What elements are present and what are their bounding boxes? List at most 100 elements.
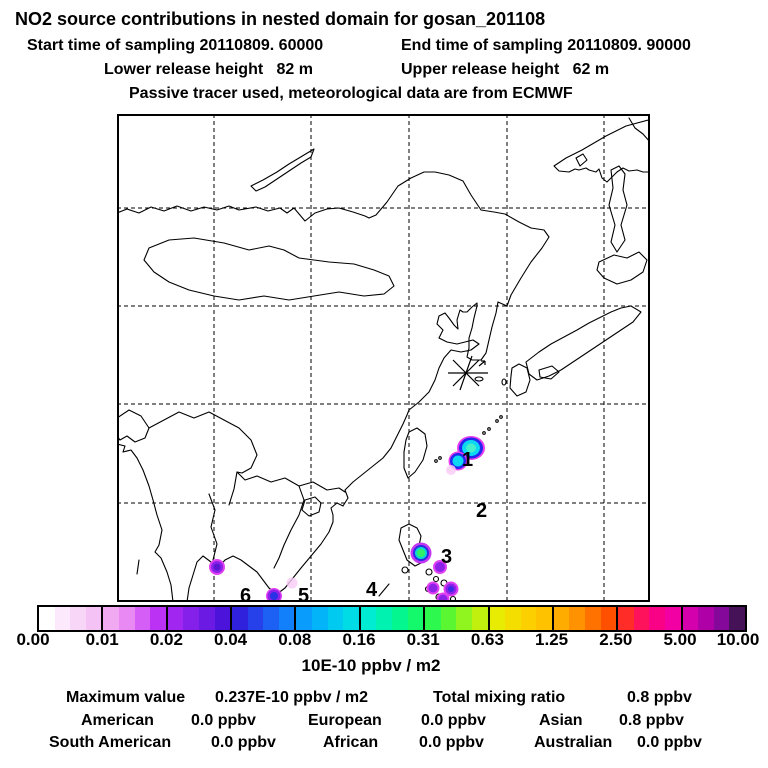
asian-value: 0.8 ppbv xyxy=(619,712,684,729)
colorbar-cell xyxy=(600,607,617,630)
south-american-label: South American xyxy=(49,734,172,751)
total-ratio-label: Total mixing ratio xyxy=(433,689,566,706)
region-label-3: 3 xyxy=(441,546,452,568)
colorbar-segment-9 xyxy=(618,607,683,630)
colorbar-cell xyxy=(343,607,359,630)
colorbar-cell xyxy=(585,607,601,630)
max-value-label: Maximum value xyxy=(66,689,186,706)
colorbar-cell xyxy=(536,607,552,630)
american-value: 0.0 ppbv xyxy=(191,712,256,729)
colorbar-tick-0.16: 0.16 xyxy=(342,630,376,649)
colorbar-cell xyxy=(70,607,86,630)
colorbar-cell xyxy=(183,607,199,630)
region-label-1: 1 xyxy=(462,449,473,471)
colorbar-cell xyxy=(54,607,71,630)
colorbar-segment-0 xyxy=(39,607,104,630)
map-frame xyxy=(117,114,650,602)
colorbar-cell xyxy=(198,607,215,630)
colorbar-cell xyxy=(407,607,424,630)
colorbar-segment-2 xyxy=(167,607,233,630)
colorbar-cell xyxy=(698,607,714,630)
colorbar-tick-0.04: 0.04 xyxy=(214,630,248,649)
colorbar-cell xyxy=(150,607,166,630)
colorbar-cell xyxy=(360,607,377,630)
european-value: 0.0 ppbv xyxy=(421,712,486,729)
colorbar-tick-0.63: 0.63 xyxy=(470,630,504,649)
colorbar-cell xyxy=(167,607,184,630)
colorbar-cell xyxy=(247,607,264,630)
south-american-value: 0.0 ppbv xyxy=(211,734,276,751)
colorbar-cell xyxy=(312,607,328,630)
start-time-label: Start time of sampling 20110809. 60000 xyxy=(27,37,324,54)
colorbar-cell xyxy=(263,607,279,630)
colorbar-segment-5 xyxy=(360,607,426,630)
colorbar-tick-0.00: 0.00 xyxy=(16,630,50,649)
colorbar-cell xyxy=(633,607,650,630)
tracer-info-label: Passive tracer used, meteorological data… xyxy=(129,85,573,102)
graticule xyxy=(117,114,650,602)
colorbar-segment-8 xyxy=(553,607,619,630)
colorbar-tick-0.31: 0.31 xyxy=(406,630,440,649)
colorbar-segment-6 xyxy=(425,607,490,630)
colorbar-cell xyxy=(118,607,135,630)
colorbar-cell xyxy=(376,607,392,630)
plume-blobs xyxy=(209,436,485,602)
european-label: European xyxy=(308,712,382,729)
colorbar-tick-2.50: 2.50 xyxy=(599,630,633,649)
colorbar-cell xyxy=(649,607,666,630)
colorbar-cell xyxy=(618,607,634,630)
african-label: African xyxy=(323,734,379,751)
african-value: 0.0 ppbv xyxy=(419,734,484,751)
australian-value: 0.0 ppbv xyxy=(637,734,702,751)
colorbar-cell xyxy=(520,607,537,630)
colorbar-cell xyxy=(134,607,151,630)
colorbar-tick-10.00: 10.00 xyxy=(716,630,760,649)
lower-release-label: Lower release height 82 m xyxy=(104,61,313,78)
colorbar-cell xyxy=(232,607,248,630)
colorbar-cell xyxy=(214,607,231,630)
colorbar-cell xyxy=(729,607,745,630)
colorbar-cell xyxy=(391,607,408,630)
colorbar-cell xyxy=(327,607,344,630)
colorbar-segment-4 xyxy=(296,607,361,630)
colorbar-cell xyxy=(471,607,488,630)
colorbar-cell xyxy=(425,607,441,630)
region-label-5: 5 xyxy=(298,585,309,602)
asian-label: Asian xyxy=(539,712,583,729)
colorbar-cell xyxy=(505,607,521,630)
colorbar xyxy=(37,605,747,632)
colorbar-segment-10 xyxy=(682,607,745,630)
colorbar-cell xyxy=(665,607,681,630)
colorbar-cell xyxy=(103,607,119,630)
plot-title: NO2 source contributions in nested domai… xyxy=(15,9,546,29)
colorbar-cell xyxy=(489,607,506,630)
end-time-label: End time of sampling 20110809. 90000 xyxy=(401,37,691,54)
region-label-6: 6 xyxy=(240,585,251,602)
colorbar-cell xyxy=(440,607,457,630)
colorbar-tick-5.00: 5.00 xyxy=(663,630,697,649)
american-label: American xyxy=(81,712,154,729)
colorbar-cell xyxy=(278,607,295,630)
colorbar-cell xyxy=(569,607,586,630)
colorbar-segment-3 xyxy=(232,607,297,630)
colorbar-tick-0.01: 0.01 xyxy=(85,630,119,649)
map-panel: 1 2 3 4 5 6 xyxy=(117,114,650,602)
colorbar-segment-7 xyxy=(489,607,554,630)
colorbar-cell xyxy=(713,607,730,630)
upper-release-label: Upper release height 62 m xyxy=(401,61,610,78)
region-label-2: 2 xyxy=(476,500,487,522)
colorbar-cell xyxy=(296,607,313,630)
colorbar-cell xyxy=(682,607,699,630)
receptor-star-icon xyxy=(448,355,488,391)
colorbar-tick-1.25: 1.25 xyxy=(535,630,569,649)
australian-label: Australian xyxy=(534,734,613,751)
colorbar-unit-label: 10E-10 ppbv / m2 xyxy=(301,656,441,675)
coastlines xyxy=(117,117,650,602)
colorbar-cell xyxy=(456,607,472,630)
max-value-number: 0.237E-10 ppbv / m2 xyxy=(215,689,368,706)
colorbar-cell xyxy=(85,607,102,630)
colorbar-segment-1 xyxy=(103,607,168,630)
colorbar-tick-0.08: 0.08 xyxy=(278,630,312,649)
colorbar-cell xyxy=(553,607,570,630)
